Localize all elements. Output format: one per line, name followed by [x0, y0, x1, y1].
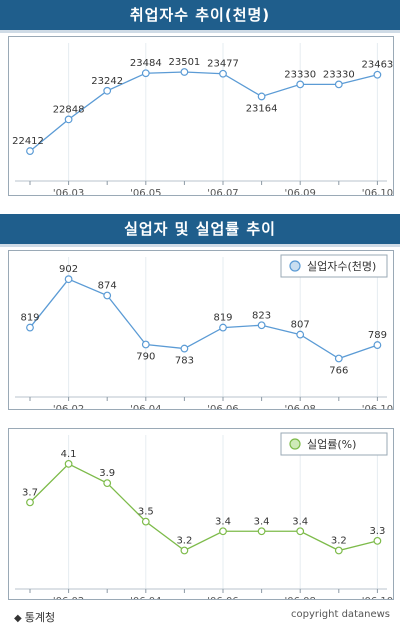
data-point [141, 517, 150, 526]
data-point [257, 92, 266, 101]
data-label: 766 [329, 366, 348, 377]
data-point [180, 344, 189, 353]
diamond-icon: ◆ [14, 613, 22, 624]
data-point [103, 291, 112, 300]
employment-line-chart: '06,03 '06,05 '06,07 '06,09 '06,10 22412 22848… [12, 43, 393, 199]
data-point [103, 479, 112, 488]
data-label: 23164 [246, 103, 278, 114]
data-label: 23330 [284, 69, 316, 80]
data-label: 3.2 [331, 536, 347, 547]
series-line [29, 71, 378, 152]
data-label: 23501 [168, 57, 200, 68]
data-label: 790 [136, 352, 155, 363]
data-label: 23242 [91, 76, 123, 87]
data-point [296, 330, 305, 339]
employment-chart-panel: '06,03 '06,05 '06,07 '06,09 '06,10 22412 22848… [8, 36, 394, 199]
legend-marker [289, 438, 301, 450]
data-point [334, 546, 343, 555]
unemployment-rate-line-chart: '06,02 '06,04 '06,06 '06,08 '06,10 3.7 4.1 3.9 3… [15, 432, 393, 607]
x-tick-label: '06,04 [130, 404, 161, 409]
x-tick-label: '06,02 [53, 404, 84, 409]
x-tick-label: '06,06 [207, 596, 238, 599]
unemployment-rate-chart-panel: '06,02 '06,04 '06,06 '06,08 '06,10 3.7 4.1 3.9 3… [8, 428, 394, 607]
data-point [334, 354, 343, 363]
data-label: 3.5 [138, 507, 154, 518]
data-label: 783 [175, 356, 194, 367]
data-label: 3.4 [254, 516, 270, 527]
x-tick-label: '06,02 [53, 596, 84, 599]
data-label: 3.9 [99, 468, 115, 479]
data-label: 789 [368, 330, 387, 341]
source-text: 통계청 [24, 611, 56, 624]
data-label: 3.2 [176, 536, 192, 547]
legend-marker [289, 260, 301, 272]
x-tick-label: '06,08 [285, 404, 316, 409]
legend-label: 실업자수(천명) [307, 259, 376, 273]
data-label: 22848 [53, 104, 85, 115]
unemployed-line-chart: '06,02 '06,04 '06,06 '06,08 '06,10 819 902 874 7… [15, 254, 393, 415]
legend: 실업자수(천명) [280, 254, 388, 278]
header-title: 실업자 및 실업률 추이 [124, 220, 276, 238]
x-tick-label: '06,05 [130, 188, 161, 195]
data-point [257, 527, 266, 536]
data-point [64, 275, 73, 284]
x-tick-label: '06,07 [207, 188, 238, 195]
source-label: ◆ 통계청 [14, 609, 55, 625]
data-point [219, 527, 227, 536]
data-point [373, 536, 382, 545]
series-line [29, 463, 378, 552]
data-point [257, 321, 266, 330]
x-tick-label: '06,10 [362, 188, 393, 195]
data-label: 4.1 [61, 449, 77, 460]
legend: 실업률(%) [280, 432, 388, 456]
data-point [219, 69, 227, 78]
data-label: 22412 [12, 136, 44, 147]
data-point [373, 70, 382, 79]
data-point [180, 546, 189, 555]
data-point [334, 80, 343, 89]
legend-label: 실업률(%) [307, 438, 356, 451]
data-label: 823 [252, 310, 271, 321]
data-point [64, 115, 73, 124]
data-point [64, 459, 73, 468]
copyright-text: copyright datanews [291, 609, 390, 620]
chart-header-employment: 취업자수 추이(천명) [0, 0, 400, 33]
data-point [26, 498, 34, 507]
series-line [29, 278, 378, 360]
x-tick-label: '06,10 [362, 404, 393, 409]
data-label: 23484 [130, 58, 162, 69]
data-point [296, 527, 305, 536]
data-label: 3.4 [292, 516, 308, 527]
data-label: 3.3 [369, 526, 385, 537]
data-point [26, 323, 34, 332]
x-tick-label: '06,08 [285, 596, 316, 599]
data-point [180, 68, 189, 76]
data-label: 3.4 [215, 516, 231, 527]
x-tick-label: '06,10 [362, 596, 393, 599]
header-title: 취업자수 추이(천명) [129, 6, 271, 24]
unemployed-chart-panel: '06,02 '06,04 '06,06 '06,08 '06,10 819 902 874 7… [8, 250, 394, 415]
x-tick-label: '06,03 [53, 188, 84, 195]
data-label: 874 [98, 281, 117, 292]
data-point [103, 86, 112, 95]
data-label: 23463 [361, 60, 393, 71]
data-label: 23330 [323, 69, 355, 80]
data-point [373, 341, 382, 349]
data-label: 819 [213, 313, 232, 324]
chart-header-unemployment: 실업자 및 실업률 추이 [0, 214, 400, 247]
data-point [296, 80, 305, 89]
data-point [219, 323, 227, 332]
data-point [141, 69, 150, 78]
data-label: 3.7 [22, 487, 38, 498]
data-point [26, 147, 34, 155]
data-label: 807 [291, 320, 310, 331]
x-tick-label: '06,06 [207, 404, 238, 409]
data-label: 819 [20, 313, 39, 324]
x-tick-label: '06,04 [130, 596, 161, 599]
data-point [141, 340, 150, 349]
data-label: 23477 [207, 59, 239, 70]
x-tick-label: '06,09 [285, 188, 316, 195]
data-label: 902 [59, 264, 78, 275]
